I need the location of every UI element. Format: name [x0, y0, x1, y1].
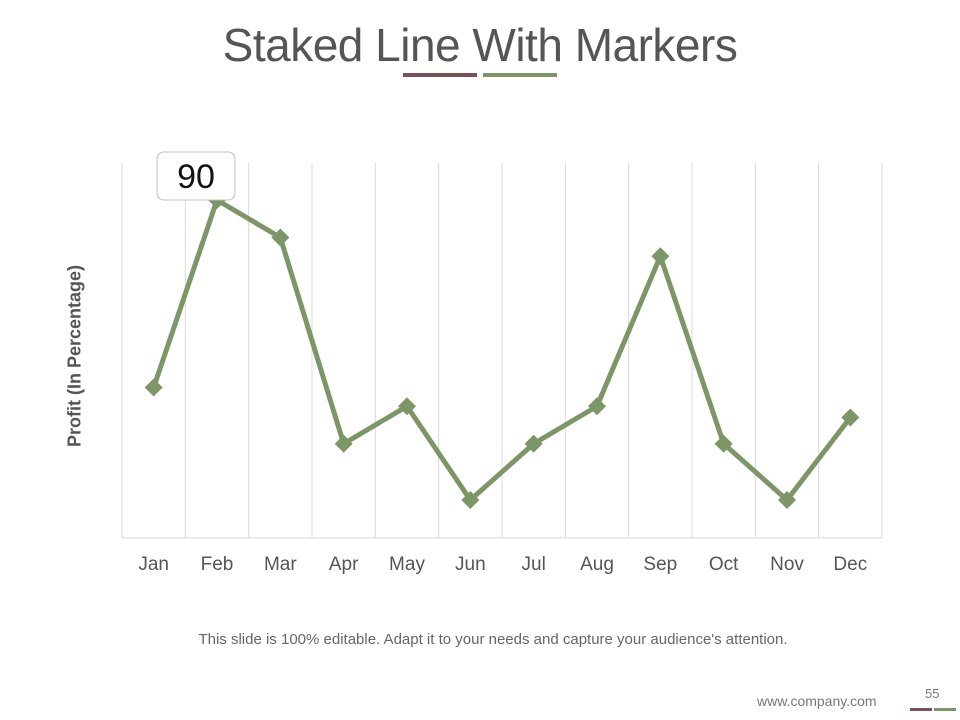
title-underline-maroon — [403, 73, 477, 77]
slide-title: Staked Line With Markers — [222, 19, 738, 71]
data-point-oct — [714, 434, 733, 453]
footer-url[interactable]: www.company.com — [757, 693, 877, 709]
page-number: 55 — [925, 686, 940, 701]
data-point-nov — [778, 491, 796, 509]
data-point-jun — [461, 491, 480, 509]
data-point-mar — [271, 228, 290, 247]
footer-bar-green — [934, 708, 956, 711]
data-label: 90 — [177, 158, 215, 196]
data-point-apr — [334, 434, 353, 453]
data-point-dec — [841, 408, 860, 427]
data-point-jul — [524, 434, 543, 453]
x-tick-label: Nov — [770, 554, 804, 575]
data-point-sep — [651, 247, 670, 266]
x-tick-label: Feb — [201, 554, 234, 575]
x-tick-label: May — [389, 554, 425, 575]
x-tick-label: Aug — [580, 554, 614, 575]
x-tick-label: Jan — [138, 554, 169, 575]
data-point-jan — [144, 378, 163, 397]
data-point-may — [398, 397, 416, 416]
series-line — [151, 197, 853, 503]
data-point-aug — [588, 397, 606, 416]
x-tick-label: Jul — [522, 554, 546, 575]
x-tick-label: Apr — [329, 554, 359, 575]
slide-caption: This slide is 100% editable. Adapt it to… — [198, 631, 788, 648]
x-tick-label: Dec — [833, 554, 867, 575]
data-label-box — [156, 151, 236, 201]
x-tick-label: Oct — [709, 554, 739, 575]
x-tick-label: Jun — [455, 554, 486, 575]
x-tick-label: Sep — [643, 554, 677, 575]
title-underline-green — [483, 73, 557, 77]
x-tick-label: Mar — [264, 554, 297, 575]
footer-bar-maroon — [910, 708, 932, 711]
